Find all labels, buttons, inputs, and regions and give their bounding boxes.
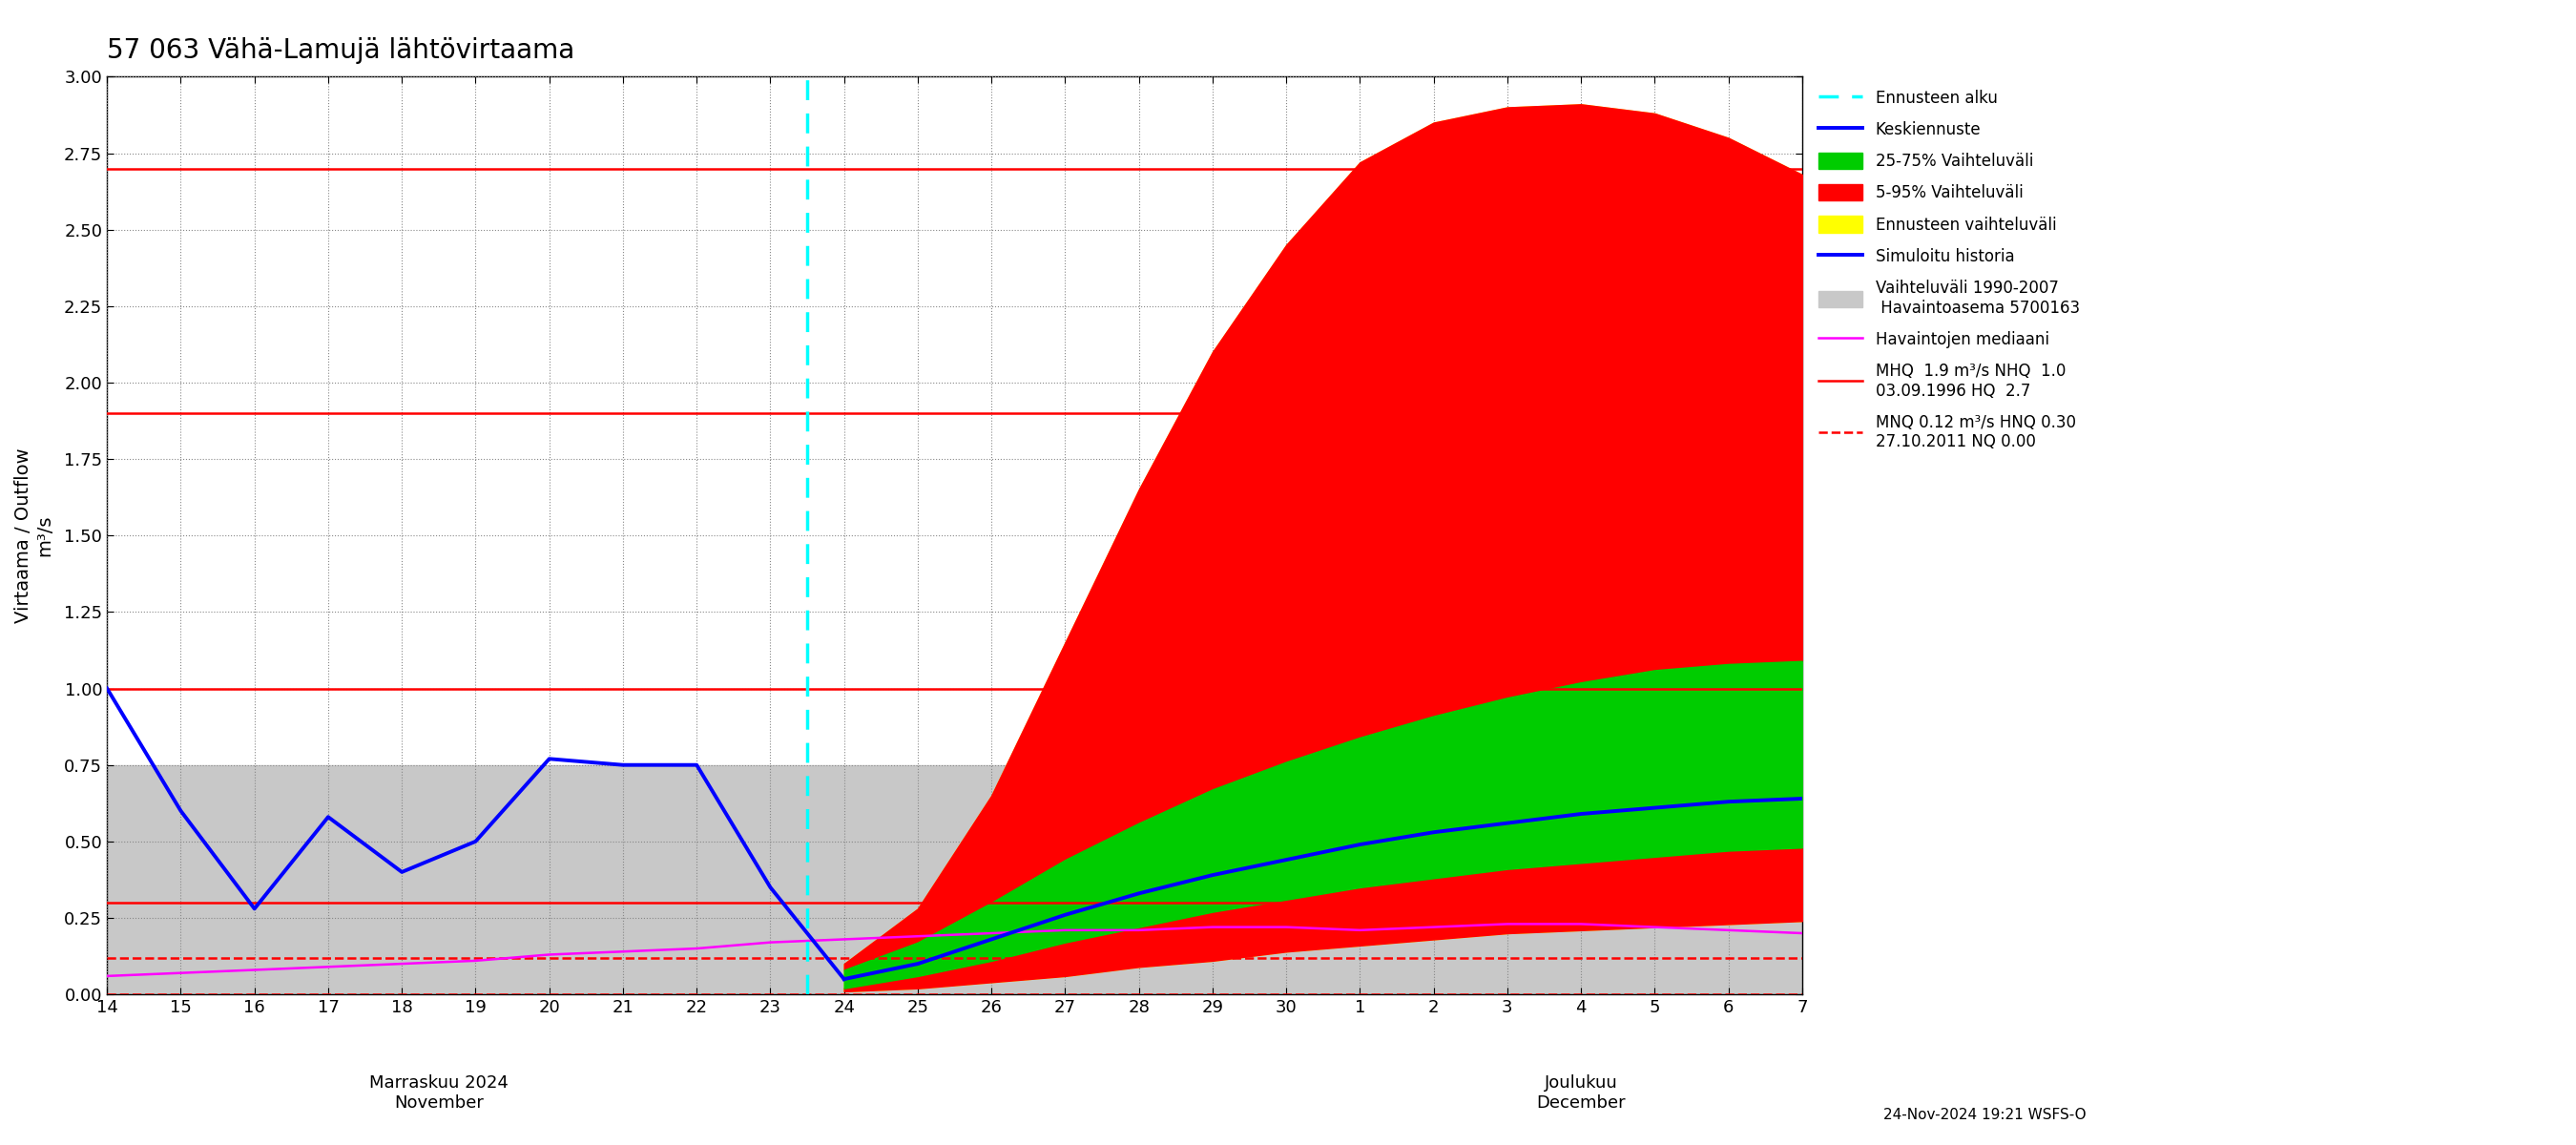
Text: Joulukuu
December: Joulukuu December <box>1535 1074 1625 1112</box>
Legend: Ennusteen alku, Keskiennuste, 25-75% Vaihteluväli, 5-95% Vaihteluväli, Ennusteen: Ennusteen alku, Keskiennuste, 25-75% Vai… <box>1814 85 2084 456</box>
Y-axis label: Virtaama / Outflow
m³/s: Virtaama / Outflow m³/s <box>15 448 54 623</box>
Text: 57 063 Vähä-Lamujä lähtövirtaama: 57 063 Vähä-Lamujä lähtövirtaama <box>108 37 574 64</box>
Text: Marraskuu 2024
November: Marraskuu 2024 November <box>368 1074 507 1112</box>
Text: 24-Nov-2024 19:21 WSFS-O: 24-Nov-2024 19:21 WSFS-O <box>1883 1108 2087 1122</box>
